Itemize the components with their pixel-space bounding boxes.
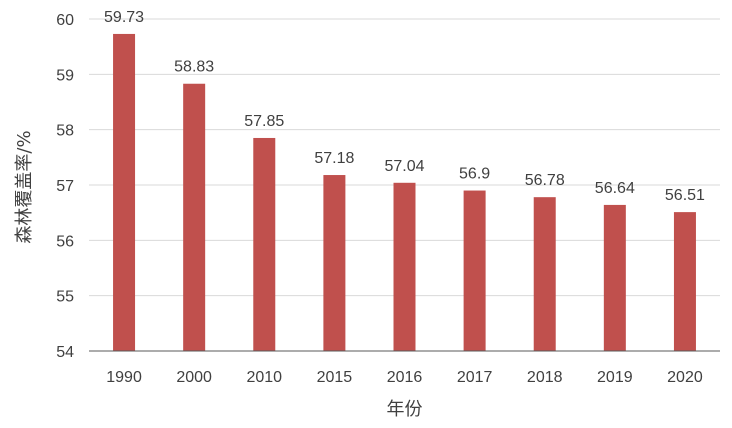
bar-2019 xyxy=(603,204,626,351)
x-tick-label-1990: 1990 xyxy=(106,369,142,386)
y-axis-title: 森林覆盖率/% xyxy=(14,130,35,243)
bar-2020 xyxy=(673,212,696,351)
x-tick-label-2016: 2016 xyxy=(387,369,423,386)
y-tick-label: 57 xyxy=(56,178,74,195)
x-tick-label-2019: 2019 xyxy=(597,369,633,386)
bar-2000 xyxy=(183,83,206,352)
data-label-2000: 58.83 xyxy=(174,59,214,76)
x-tick-label-2000: 2000 xyxy=(176,369,212,386)
bar-2015 xyxy=(323,175,346,351)
data-label-2010: 57.85 xyxy=(244,113,284,130)
x-tick-label-2010: 2010 xyxy=(246,369,282,386)
y-tick-labels: 54 55 56 57 58 59 60 xyxy=(56,12,74,361)
data-label-2020: 56.51 xyxy=(665,187,705,204)
x-tick-label-2015: 2015 xyxy=(317,369,353,386)
y-tick-label: 59 xyxy=(56,67,74,84)
x-tick-label-2018: 2018 xyxy=(527,369,563,386)
bars xyxy=(113,33,696,352)
data-label-2017: 56.9 xyxy=(459,166,490,183)
data-label-2019: 56.64 xyxy=(595,180,635,197)
y-tick-label: 54 xyxy=(56,344,74,361)
bar-2016 xyxy=(393,182,416,351)
y-tick-label: 58 xyxy=(56,123,74,140)
bar-2017 xyxy=(463,190,486,351)
data-label-1990: 59.73 xyxy=(104,9,144,26)
bar-2010 xyxy=(253,137,276,351)
x-tick-label-2017: 2017 xyxy=(457,369,493,386)
data-label-2015: 57.18 xyxy=(314,150,354,167)
x-tick-labels: 1990 2000 2010 2015 2016 2017 2018 2019 2020 xyxy=(106,369,703,386)
bar-1990 xyxy=(113,33,136,351)
bar-2018 xyxy=(533,197,556,351)
y-tick-label: 55 xyxy=(56,289,74,306)
data-labels: 59.73 58.83 57.85 57.18 57.04 56.9 56.78 56.64 5… xyxy=(104,9,705,204)
y-tick-label: 60 xyxy=(56,12,74,29)
x-tick-label-2020: 2020 xyxy=(667,369,703,386)
data-label-2016: 57.04 xyxy=(384,158,424,175)
y-tick-label: 56 xyxy=(56,233,74,250)
x-axis-title: 年份 xyxy=(387,399,423,420)
data-label-2018: 56.78 xyxy=(525,172,565,189)
